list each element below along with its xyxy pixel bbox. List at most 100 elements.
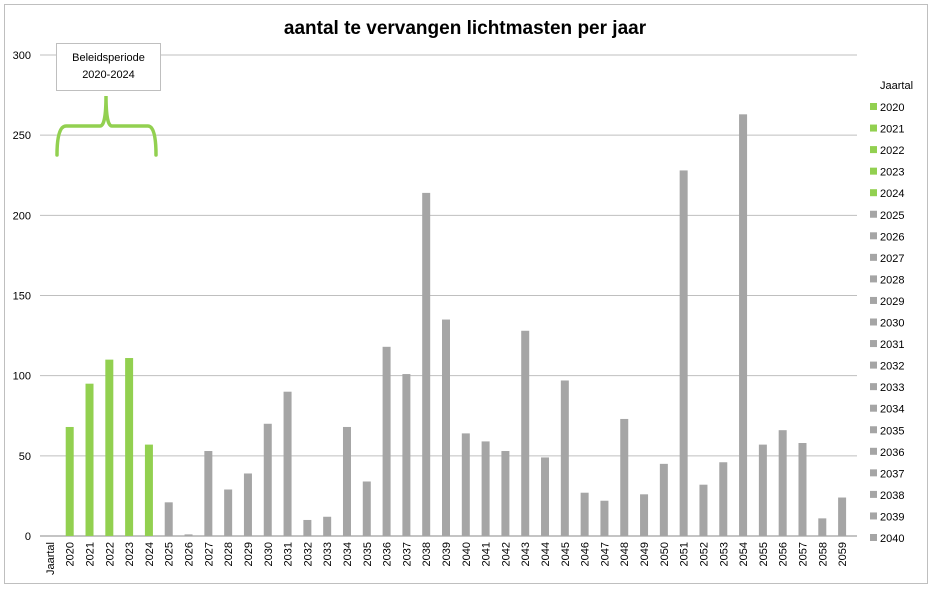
legend-swatch-2034 (870, 404, 877, 412)
x-tick-label: 2028 (223, 542, 235, 566)
x-tick-label: 2040 (461, 542, 473, 566)
bar-2050 (659, 463, 668, 536)
legend-swatch-2028 (870, 275, 877, 283)
x-tick-label: 2037 (401, 542, 413, 566)
legend-swatch-2027 (870, 253, 877, 261)
bar-2037 (402, 374, 411, 536)
legend-swatch-2036 (870, 447, 877, 455)
y-tick-label: 50 (19, 451, 31, 463)
bar-2032 (303, 519, 312, 536)
bar-2049 (640, 494, 649, 536)
chart-frame (4, 4, 928, 584)
x-tick-label: 2041 (481, 542, 493, 566)
x-tick-label: 2030 (263, 542, 275, 566)
legend-label: 2031 (880, 339, 904, 351)
x-tick-label: 2032 (302, 542, 314, 566)
x-tick-label: 2042 (500, 542, 512, 566)
y-tick-label: 300 (13, 50, 31, 62)
legend-swatch-2024 (870, 189, 877, 197)
x-tick-label: 2049 (639, 542, 651, 566)
legend-swatch-2029 (870, 296, 877, 304)
bar-2025 (164, 502, 173, 536)
bar-2059 (838, 497, 847, 536)
legend-title: Jaartal (880, 80, 913, 92)
legend-swatch-2025 (870, 210, 877, 218)
legend-swatch-2030 (870, 318, 877, 326)
legend-label: 2021 (880, 124, 904, 136)
bar-2023 (125, 358, 134, 536)
legend-label: 2022 (880, 145, 904, 157)
x-axis-title: Jaartal (45, 542, 57, 575)
legend-swatch-2038 (870, 490, 877, 498)
legend-swatch-2031 (870, 340, 877, 348)
bar-2041 (481, 441, 490, 536)
x-tick-label: 2026 (184, 542, 196, 566)
y-tick-label: 200 (13, 210, 31, 222)
bar-2043 (521, 330, 530, 536)
x-tick-label: 2034 (342, 542, 354, 566)
bar-2027 (204, 451, 213, 536)
legend-label: 2027 (880, 253, 904, 265)
legend-label: 2034 (880, 404, 904, 416)
bar-2028 (224, 489, 233, 536)
legend-swatch-2020 (870, 103, 877, 110)
bar-2057 (798, 443, 807, 536)
bar-2058 (818, 518, 827, 536)
legend-label: 2036 (880, 447, 904, 459)
annotation-box: Beleidsperiode 2020-2024 (56, 43, 161, 91)
bar-2046 (580, 492, 589, 536)
legend-label: 2038 (880, 490, 904, 502)
x-tick-label: 2046 (580, 542, 592, 566)
bar-2039 (442, 319, 450, 536)
legend-swatch-2033 (870, 383, 877, 391)
x-tick-label: 2059 (837, 542, 849, 566)
bar-2029 (243, 473, 252, 536)
legend-swatch-2032 (870, 361, 877, 369)
legend-label: 2039 (880, 511, 904, 523)
legend-swatch-2040 (870, 534, 877, 541)
x-tick-label: 2050 (659, 542, 671, 566)
bar-2033 (323, 516, 332, 536)
legend-label: 2033 (880, 382, 904, 394)
bar-2022 (105, 359, 114, 536)
x-tick-label: 2029 (243, 542, 255, 566)
bar-2051 (679, 170, 688, 536)
curly-brace-annotation (55, 95, 158, 157)
bar-2026 (184, 534, 193, 536)
x-tick-label: 2022 (104, 542, 116, 566)
bar-2031 (283, 391, 292, 536)
legend-label: 2037 (880, 468, 904, 480)
legend-swatch-2023 (870, 167, 877, 175)
bar-2054 (739, 114, 748, 536)
legend-label: 2028 (880, 274, 904, 286)
x-tick-label: 2039 (441, 542, 453, 566)
annotation-line2: 2020-2024 (82, 69, 135, 81)
x-tick-label: 2054 (738, 542, 750, 566)
x-tick-label: 2051 (679, 542, 691, 566)
legend-label: 2020 (880, 102, 904, 114)
x-tick-label: 2027 (203, 542, 215, 566)
legend-label: 2024 (880, 188, 904, 200)
bar-2053 (719, 462, 728, 536)
bar-2052 (699, 484, 708, 536)
x-tick-label: 2033 (322, 542, 334, 566)
bar-2034 (342, 426, 351, 536)
x-tick-label: 2021 (85, 542, 97, 566)
x-tick-label: 2052 (698, 542, 710, 566)
legend-label: 2023 (880, 167, 904, 179)
x-tick-label: 2058 (817, 542, 829, 566)
bar-2044 (541, 457, 550, 536)
y-tick-label: 100 (13, 371, 31, 383)
x-tick-label: 2056 (778, 542, 790, 566)
chart-title: aantal te vervangen lichtmasten per jaar (284, 18, 647, 39)
legend-swatch-2039 (870, 512, 877, 520)
x-tick-label: 2024 (144, 542, 156, 566)
bar-2024 (144, 444, 153, 536)
legend-swatch-2026 (870, 232, 877, 240)
bar-2055 (758, 444, 767, 536)
bar-2021 (85, 383, 94, 536)
y-tick-label: 150 (13, 291, 31, 303)
bar-2040 (461, 433, 470, 536)
